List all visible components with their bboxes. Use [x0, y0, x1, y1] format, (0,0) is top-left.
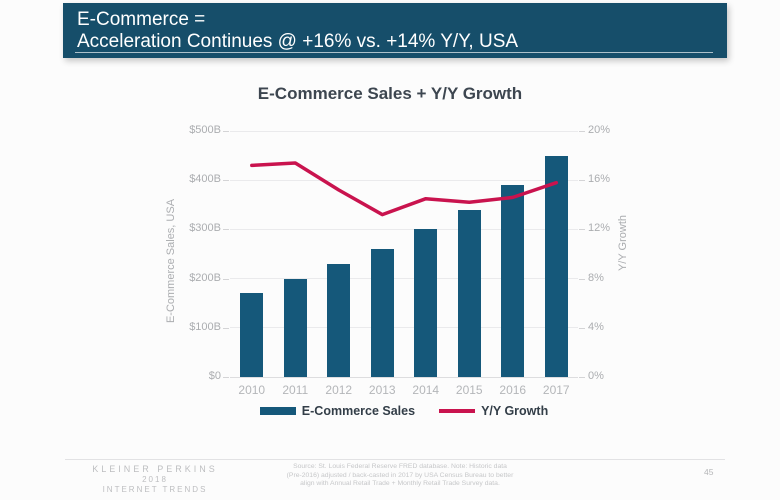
brand-name: KLEINER PERKINS	[92, 464, 218, 474]
left-tick-$0: $0	[208, 370, 221, 382]
chart-title: E-Commerce Sales + Y/Y Growth	[257, 84, 523, 103]
gridline-$200B	[230, 278, 578, 280]
left-tick-$100B: $100B	[189, 320, 221, 333]
left-tickmark-5	[223, 131, 229, 132]
legend-item-ecommerce-sales: E-Commerce Sales	[259, 404, 416, 418]
right-tick-12%: 12%	[588, 222, 611, 235]
brand-year: 2018	[142, 475, 168, 484]
gridline-$300B	[230, 228, 578, 230]
bar-2014	[414, 229, 438, 377]
bar-2011	[283, 278, 307, 377]
left-tickmark-2	[223, 278, 229, 280]
right-tick-20%: 20%	[588, 124, 611, 136]
kleiner-perkins-logo: KLEINER PERKINS 2018 INTERNET TRENDS	[70, 464, 240, 495]
x-label-2016: 2016	[499, 383, 527, 397]
left-axis-title: E-Commerce Sales, USA	[165, 198, 177, 324]
yy-growth-legend-label: Y/Y Growth	[481, 404, 549, 418]
left-tickmark-3	[223, 229, 229, 231]
bar-2017	[544, 155, 568, 377]
title-banner: E-Commerce = Acceleration Continues @ +1…	[63, 3, 727, 58]
ecommerce-sales-legend-label: E-Commerce Sales	[301, 404, 416, 418]
x-label-2012: 2012	[325, 383, 353, 397]
legend: E-Commerce Sales Y/Y Growth	[230, 402, 578, 420]
left-tickmark-1	[223, 327, 229, 329]
source-note-line2: (Pre-2016) adjusted / back-casted in 201…	[286, 471, 514, 479]
right-tickmark-4	[579, 180, 585, 182]
source-note-line3: align with Annual Retail Trade + Monthly…	[300, 480, 500, 488]
x-label-2014: 2014	[412, 383, 440, 397]
bar-2010	[240, 293, 264, 377]
left-tickmark-4	[223, 180, 229, 182]
bar-2016	[501, 185, 525, 377]
right-tickmark-3	[579, 229, 585, 231]
right-tick-16%: 16%	[588, 173, 611, 186]
gridline-$100B	[230, 327, 578, 329]
yy-growth-line	[250, 161, 559, 217]
gridline-$500B	[230, 130, 578, 132]
right-tickmark-0	[579, 377, 585, 378]
left-tick-$200B: $200B	[189, 271, 221, 284]
left-tick-$300B: $300B	[189, 222, 221, 235]
right-tick-0%: 0%	[588, 370, 604, 382]
x-label-2010: 2010	[238, 383, 266, 397]
right-tick-4%: 4%	[588, 320, 604, 333]
right-tickmark-5	[579, 131, 585, 132]
title-underline	[75, 52, 713, 53]
right-tickmark-2	[579, 278, 585, 280]
ecommerce-sales-swatch	[259, 407, 296, 415]
yy-growth-swatch	[439, 409, 476, 413]
source-note-line1: Source: St. Louis Federal Reserve FRED d…	[293, 463, 507, 470]
page-number: 45	[704, 467, 714, 477]
source-note: Source: St. Louis Federal Reserve FRED d…	[275, 463, 525, 489]
brand-report: INTERNET TRENDS	[102, 485, 208, 494]
legend-item-yy-growth: Y/Y Growth	[439, 404, 548, 418]
right-tickmark-1	[579, 327, 585, 329]
slide-title-line1: E-Commerce =	[77, 9, 206, 30]
x-label-2017: 2017	[542, 383, 570, 397]
bar-2015	[457, 209, 481, 377]
left-tick-$500B: $500B	[189, 124, 221, 136]
plot-area	[230, 130, 578, 378]
yy-growth-polyline	[250, 161, 559, 217]
x-label-2013: 2013	[368, 383, 396, 397]
right-axis-title: Y/Y Growth	[617, 214, 629, 272]
bar-2012	[327, 263, 351, 377]
left-tickmark-0	[223, 377, 229, 378]
right-tick-8%: 8%	[588, 271, 604, 284]
gridline-$400B	[230, 179, 578, 181]
left-tick-$400B: $400B	[189, 173, 221, 186]
slide-title-line2: Acceleration Continues @ +16% vs. +14% Y…	[77, 31, 519, 52]
footer-divider	[65, 459, 725, 460]
x-label-2015: 2015	[455, 383, 483, 397]
gridline-$0	[230, 376, 578, 378]
x-label-2011: 2011	[282, 383, 309, 397]
bar-2013	[370, 249, 394, 377]
